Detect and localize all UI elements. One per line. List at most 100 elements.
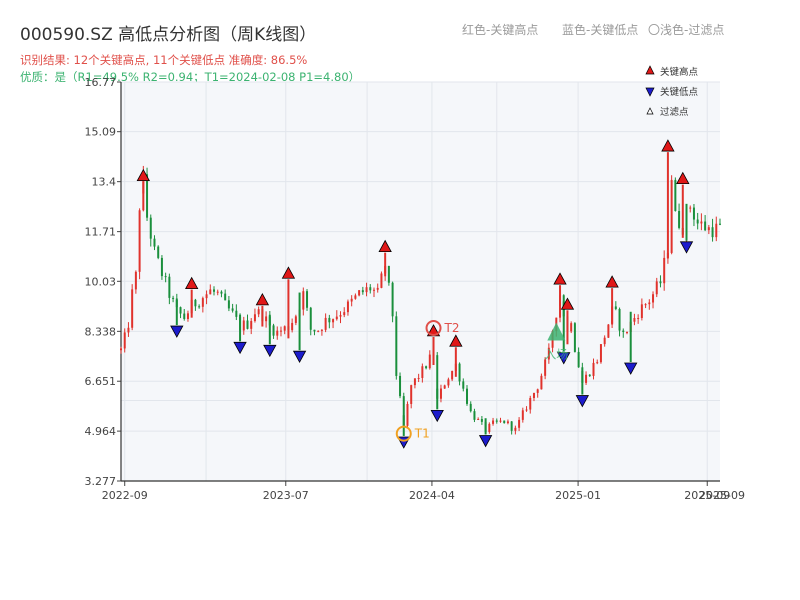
legend-low-text: 蓝色-关键低点	[562, 23, 639, 37]
key-high-marker	[661, 139, 675, 152]
candle-body	[369, 287, 372, 291]
key-low-marker	[170, 325, 184, 338]
candle-body	[343, 312, 346, 316]
candle-body	[291, 322, 294, 331]
candle-body	[276, 330, 279, 336]
candle-body	[413, 378, 416, 386]
candle-body	[294, 316, 297, 323]
candle-body	[216, 291, 219, 293]
entry-marker	[547, 322, 566, 341]
candle-body	[350, 298, 353, 302]
candle-body	[146, 174, 149, 218]
y-tick-label: 8.338	[85, 325, 117, 338]
key-low-marker	[557, 352, 571, 365]
key-high-marker	[185, 276, 199, 289]
candle-body	[428, 354, 431, 369]
key-high-marker	[255, 293, 270, 306]
legend-filtered-icon	[646, 107, 654, 115]
candle-body	[536, 389, 539, 393]
y-tick-label: 10.03	[85, 275, 117, 288]
candle-body	[183, 313, 186, 319]
candle-body	[253, 314, 256, 322]
candle-body	[577, 351, 580, 368]
candle-body	[637, 317, 640, 319]
candle-body	[272, 325, 275, 336]
candle-body	[659, 281, 662, 284]
candle-body	[674, 179, 677, 211]
candle-body	[421, 366, 424, 378]
key-low-marker	[478, 435, 493, 448]
candle-body	[205, 294, 208, 299]
candle-body	[648, 302, 651, 305]
candle-body	[313, 329, 316, 332]
key-low-marker	[679, 241, 694, 254]
candle-body	[209, 289, 212, 295]
chart-title: 000590.SZ 高低点分析图（周K线图）	[20, 25, 317, 45]
candle-body	[164, 276, 167, 278]
candle-body	[607, 324, 610, 338]
candle-body	[596, 362, 599, 364]
candle-body	[447, 379, 450, 386]
candle-body	[138, 210, 141, 272]
candle-body	[361, 290, 364, 293]
candle-body	[265, 316, 268, 322]
key-high-marker	[449, 334, 463, 347]
legend-high-icon	[645, 65, 655, 75]
candle-body	[410, 385, 413, 404]
candle-body	[625, 331, 628, 333]
key-low-marker	[263, 344, 277, 358]
legend-high-text: 红色-关键高点	[462, 23, 539, 37]
candle-body	[469, 403, 472, 412]
y-tick-label: 15.09	[85, 126, 117, 139]
candle-body	[302, 291, 305, 310]
candle-body	[153, 238, 156, 247]
candle-body	[186, 313, 189, 319]
candle-body	[391, 282, 394, 317]
candle-body	[425, 366, 428, 369]
key-high-marker	[136, 168, 150, 182]
candle-body	[622, 330, 625, 332]
candle-body	[640, 304, 643, 318]
candle-body	[335, 316, 338, 320]
key-low-marker	[624, 362, 638, 375]
legend-filtered-text: 〇浅色-过滤点	[648, 23, 725, 37]
candle-body	[324, 317, 327, 330]
candle-body	[532, 392, 535, 399]
candle-body	[332, 319, 335, 323]
legend-low-icon	[645, 87, 655, 97]
t2-marker	[425, 320, 442, 337]
candle-body	[499, 420, 502, 422]
candle-body	[599, 344, 602, 363]
candle-body	[488, 423, 491, 433]
candle-body	[131, 289, 134, 328]
legend-filtered-label: 过滤点	[660, 106, 689, 118]
y-tick-label: 13.4	[92, 176, 117, 189]
candle-body	[198, 306, 201, 308]
key-high-marker	[553, 272, 567, 285]
candle-body	[663, 257, 666, 284]
entry-label: 入场	[544, 347, 568, 361]
candle-body	[614, 306, 617, 309]
candle-body	[462, 381, 465, 389]
x-tick-label: 2025-09	[699, 489, 745, 502]
candle-body	[711, 227, 714, 238]
candle-body	[250, 321, 253, 329]
candle-body	[559, 295, 562, 318]
key-high-marker	[560, 297, 575, 310]
candle-body	[328, 317, 331, 323]
candle-body	[160, 257, 163, 277]
candle-body	[521, 410, 524, 420]
candle-body	[443, 385, 446, 389]
candle-body	[700, 221, 703, 224]
candle-body	[592, 362, 595, 376]
candle-body	[127, 327, 130, 333]
candle-body	[689, 207, 692, 209]
y-tick-label: 3.277	[85, 475, 117, 488]
result-summary: 识别结果: 12个关键高点, 11个关键低点 准确度: 86.5%	[20, 53, 308, 67]
key-high-marker	[281, 266, 296, 279]
candle-body	[603, 337, 606, 345]
candle-body	[707, 227, 710, 231]
candle-body	[678, 210, 681, 228]
candle-body	[123, 332, 126, 349]
quality-summary: 优质：是（R1=49.5% R2=0.94；T1=2024-02-08 P1=4…	[20, 70, 361, 84]
